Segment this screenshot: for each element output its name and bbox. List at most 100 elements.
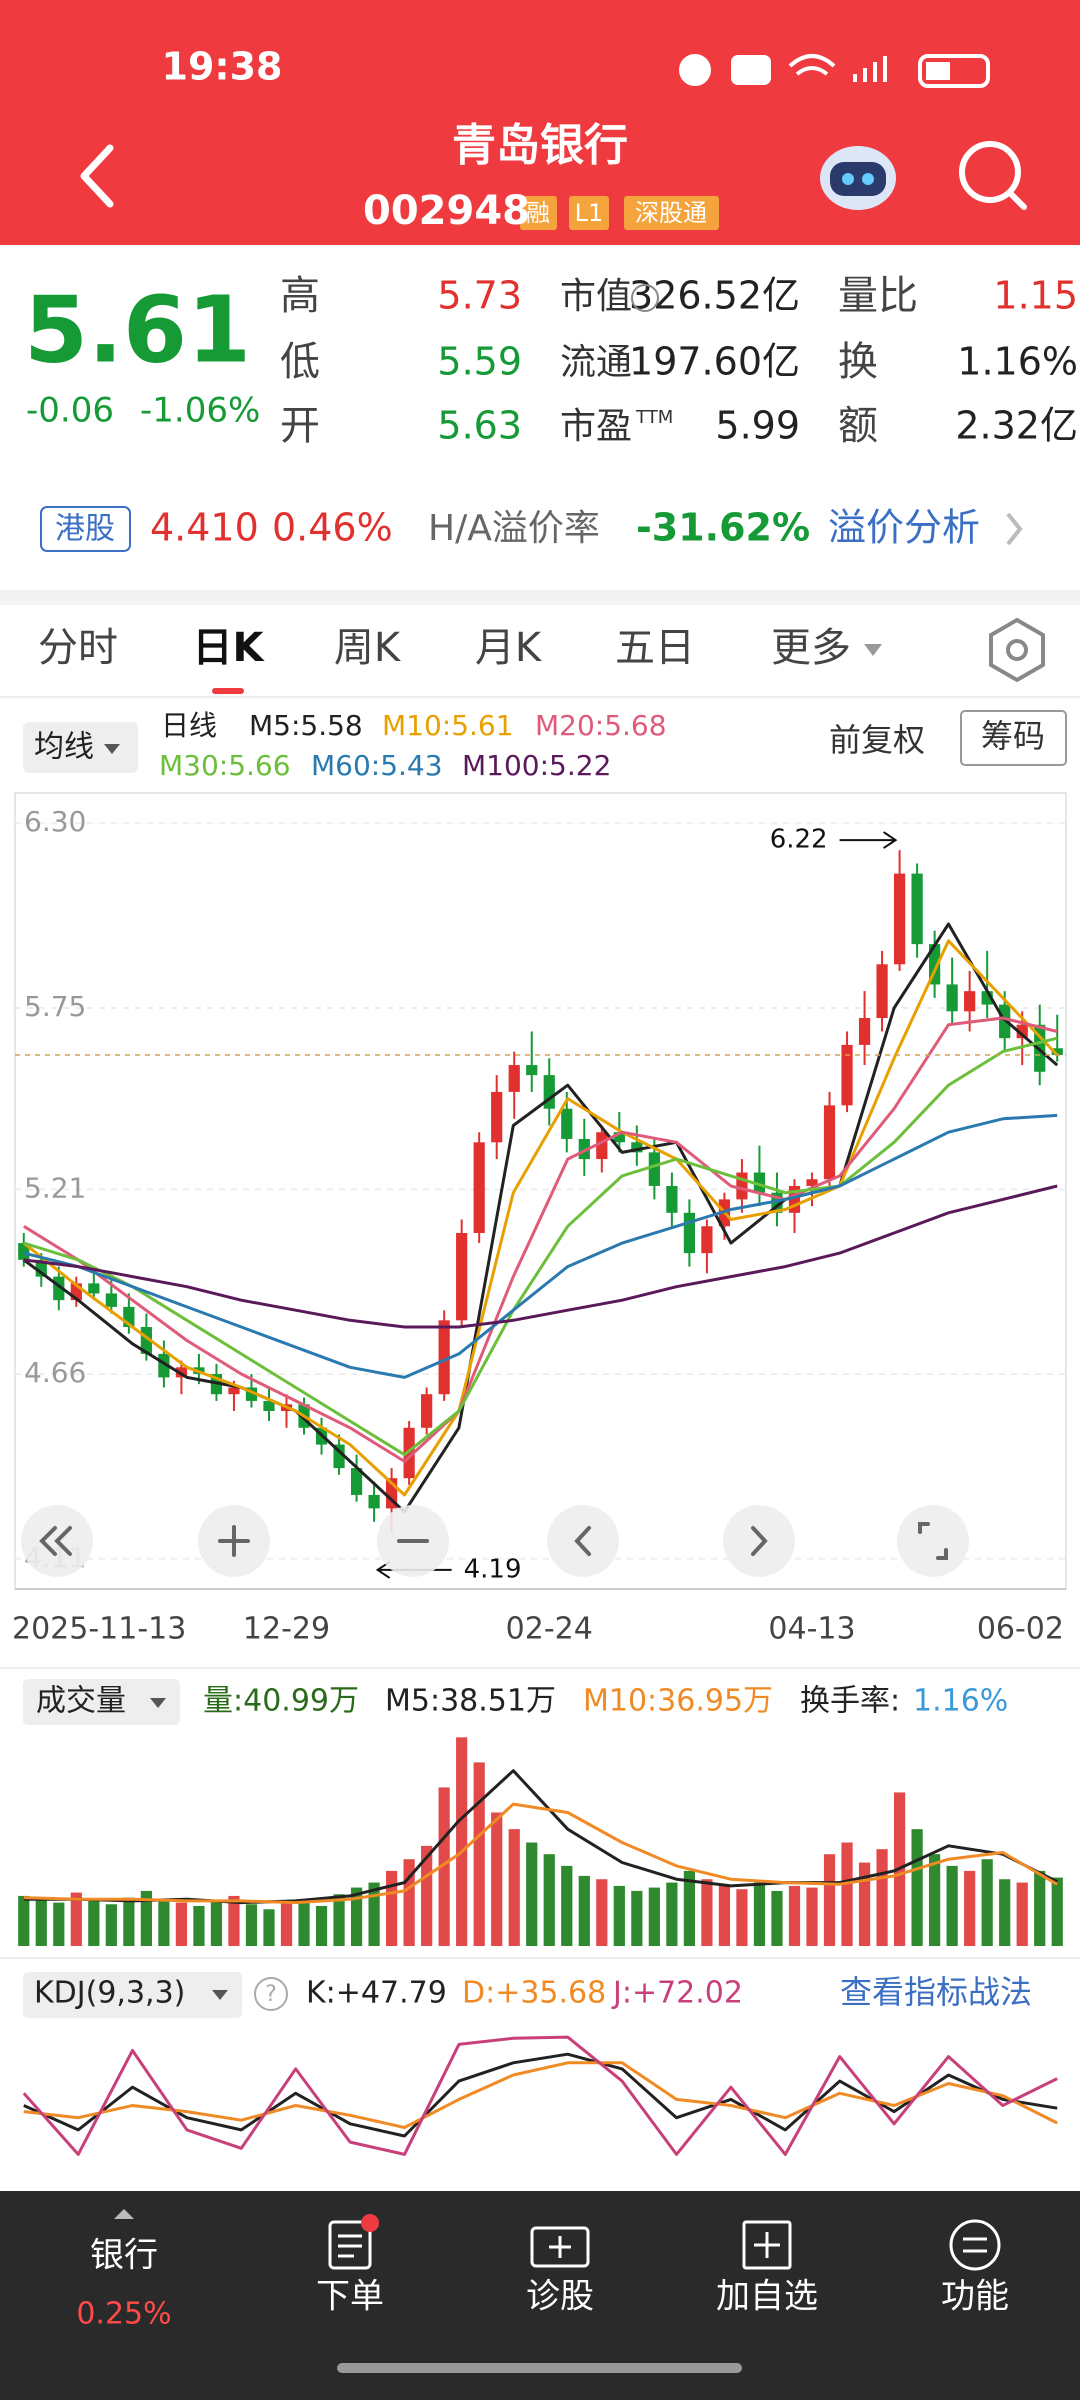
tab[interactable]: 分时: [38, 625, 118, 671]
candle-body: [473, 1142, 485, 1233]
volume-bar: [193, 1905, 205, 1946]
chips-label: 筹码: [981, 717, 1045, 755]
volume-bar: [105, 1904, 117, 1946]
volume-bar: [683, 1870, 695, 1946]
candle-body: [613, 1132, 625, 1143]
candle-body: [158, 1353, 170, 1378]
stat-value: 197.60亿: [629, 340, 800, 384]
volume-bar: [543, 1854, 555, 1946]
back-button[interactable]: [80, 144, 114, 208]
candle-body: [631, 1142, 643, 1153]
zoom-button[interactable]: [547, 1505, 619, 1577]
stat-label: 市值: [560, 276, 632, 317]
volume-bar: [788, 1885, 801, 1946]
candle-body: [105, 1293, 117, 1307]
order-lines: [338, 2234, 362, 2258]
candle-body: [929, 944, 941, 985]
stat-label: 额: [838, 403, 878, 449]
volume-bar: [368, 1882, 380, 1946]
ma-legend: M60:5.43: [311, 749, 443, 782]
candle-body: [911, 873, 923, 945]
volume-bar: [666, 1882, 678, 1946]
stock-name: 青岛银行: [452, 120, 628, 171]
dropdown-arrow: [150, 1698, 166, 1708]
nav-label[interactable]: 加自选: [716, 2277, 818, 2317]
candle-body: [561, 1108, 573, 1139]
x-tick-label: 2025-11-13: [12, 1612, 186, 1647]
stat-label: 流通: [560, 342, 632, 383]
settings-button[interactable]: [989, 617, 1045, 683]
zoom-button[interactable]: [723, 1505, 795, 1577]
candle-body: [753, 1172, 766, 1193]
volume-bar: [53, 1902, 65, 1946]
tab[interactable]: 月K: [475, 625, 543, 671]
period-label: 日线: [161, 709, 217, 742]
volume-selector-bg[interactable]: [23, 1679, 180, 1725]
nav-label[interactable]: 诊股: [526, 2277, 594, 2317]
stock-tag: 融: [526, 199, 550, 227]
adjust-button[interactable]: 前复权: [829, 721, 925, 759]
candle-body: [403, 1427, 415, 1479]
stat-value: 326.52亿: [629, 274, 800, 318]
tab[interactable]: 五日: [615, 625, 695, 671]
volume-bar: [491, 1812, 503, 1946]
section-gap: [0, 590, 1080, 605]
volume-bar: [806, 1887, 818, 1946]
stat-value: 1.16%: [957, 340, 1078, 384]
hk-tag: 港股: [55, 512, 115, 547]
tab[interactable]: 周K: [334, 625, 402, 671]
search-handle: [1007, 190, 1027, 210]
premium-link[interactable]: 溢价分析: [828, 506, 980, 550]
robot-eye: [862, 173, 874, 185]
dropdown-arrow: [864, 644, 882, 656]
help-icon[interactable]: [254, 1977, 288, 2011]
y-tick-label: 4.66: [24, 1356, 86, 1389]
volume-bar: [473, 1762, 485, 1946]
candle-body: [508, 1065, 520, 1092]
dropdown-arrow: [104, 744, 120, 754]
volume-bar: [88, 1900, 100, 1946]
battery-level: [926, 62, 950, 80]
assistant-button[interactable]: [820, 146, 896, 210]
icon: [751, 1526, 768, 1556]
icon: [218, 1525, 250, 1557]
volume-bar: [1016, 1882, 1028, 1946]
candle-body: [1016, 1024, 1028, 1039]
kdj-legend: J:+72.02: [611, 1976, 743, 2011]
candle-body: [946, 984, 958, 1012]
nav-label[interactable]: 功能: [941, 2277, 1009, 2317]
candle-body: [53, 1276, 65, 1301]
volume-legend: M10:36.95万: [583, 1684, 773, 1719]
nav-label[interactable]: 下单: [316, 2277, 384, 2317]
tag-bg: [624, 196, 719, 230]
order-icon: [328, 2220, 372, 2270]
kdj-link[interactable]: 查看指标战法: [840, 1973, 1032, 2011]
volume-selector[interactable]: 成交量: [36, 1684, 126, 1719]
add-plus: [754, 2232, 780, 2258]
candle-body: [648, 1152, 660, 1186]
volume-bar: [823, 1854, 836, 1946]
kdj-selector-bg[interactable]: [23, 1972, 242, 2018]
candle-body: [350, 1468, 363, 1495]
price-change: -0.06: [26, 391, 114, 431]
candle-body: [88, 1283, 100, 1294]
chips-button[interactable]: [960, 710, 1067, 766]
robot-eye: [842, 173, 854, 185]
search-button[interactable]: [959, 141, 1027, 210]
stat-value: 5.63: [437, 404, 522, 448]
y-tick-label: 5.21: [24, 1171, 86, 1204]
candle-body: [964, 991, 976, 1012]
zoom-button[interactable]: [897, 1505, 969, 1577]
tab[interactable]: 更多: [771, 625, 851, 671]
tab[interactable]: 日K: [193, 625, 266, 671]
kdj-selector[interactable]: KDJ(9,3,3): [34, 1976, 185, 2011]
volume-bar: [175, 1902, 188, 1946]
candle-body: [788, 1185, 801, 1213]
candle-body: [491, 1091, 503, 1143]
nav-label[interactable]: 银行: [90, 2236, 158, 2276]
kdj-plot: [22, 2035, 1058, 2156]
indicator-line: [22, 2035, 1058, 2156]
y-tick-label: 5.75: [24, 990, 86, 1023]
ma-selector-bg[interactable]: [23, 722, 138, 773]
icon: [39, 1526, 72, 1556]
